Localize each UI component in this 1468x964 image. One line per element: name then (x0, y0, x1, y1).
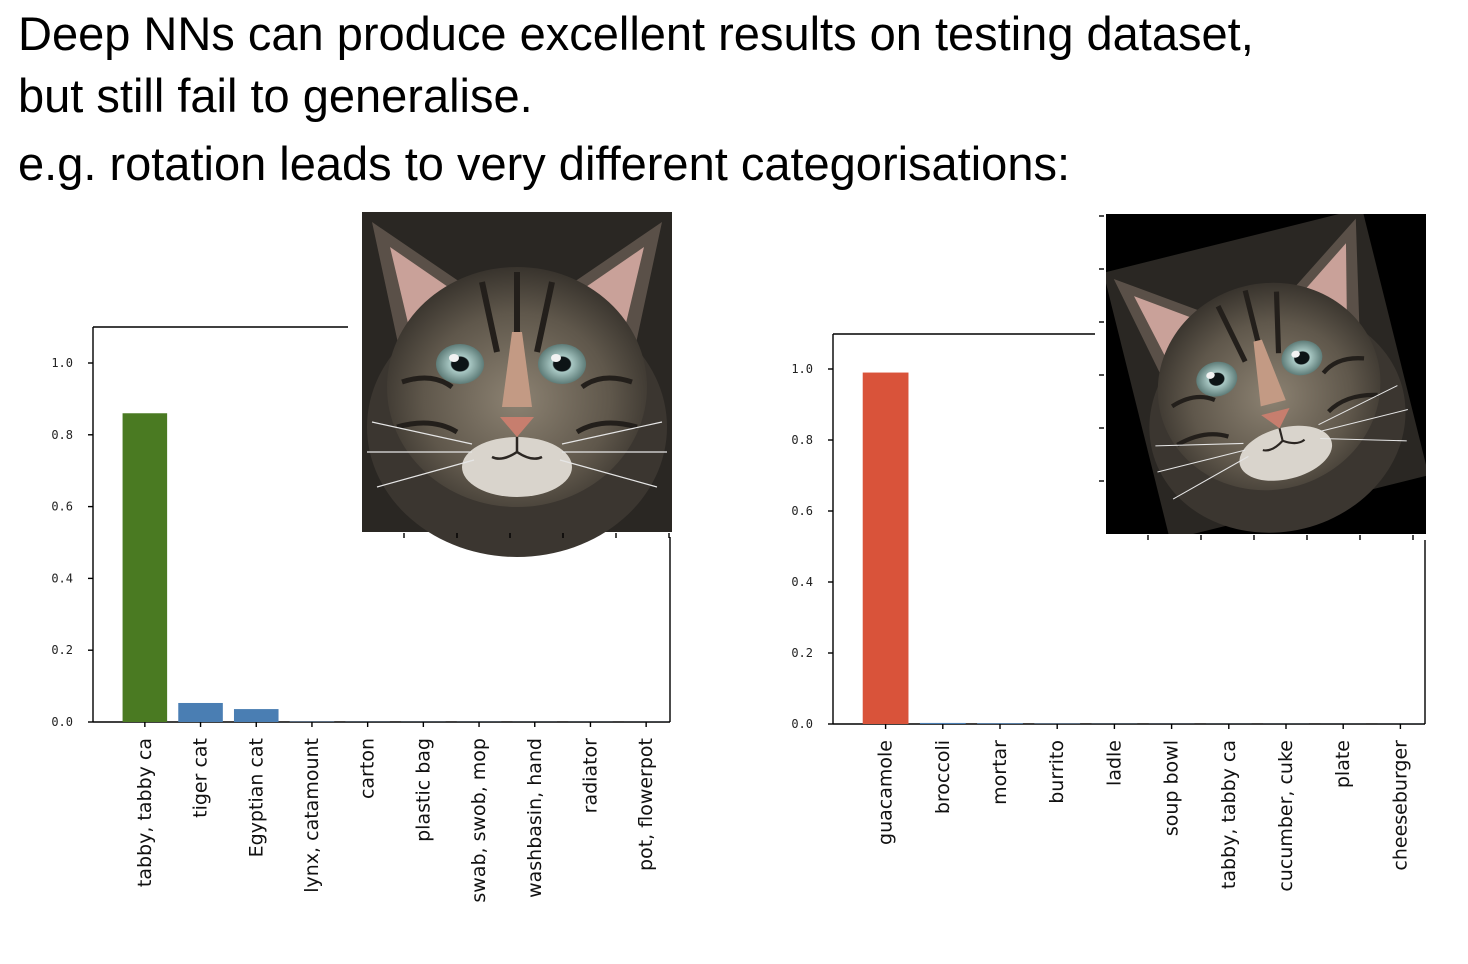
bar (178, 702, 223, 722)
x-tick-label: broccoli (932, 740, 954, 814)
y-tick-label: 0.8 (791, 433, 813, 447)
slide-line-3: e.g. rotation leads to very different ca… (18, 137, 1071, 190)
x-tick-label: soup bowl (1161, 740, 1183, 836)
x-tick-label: cheeseburger (1389, 740, 1411, 871)
y-tick-label: 0.4 (791, 575, 813, 589)
x-tick-label: washbasin, hand (524, 738, 546, 898)
x-tick-label: Egyptian cat (245, 738, 267, 857)
x-tick-label: tiger cat (190, 738, 212, 818)
slide-line-1: Deep NNs can produce excellent results o… (18, 7, 1254, 60)
x-tick-label: plate (1332, 740, 1354, 788)
x-tick-label: radiator (579, 738, 601, 814)
chart-left: 0.0 0.2 0.4 0.6 0.8 1.0 tabby, tabby ca tiger c… (51, 212, 672, 903)
y-tick-label: 0.2 (791, 646, 813, 660)
x-tick-label: ladle (1103, 740, 1125, 786)
y-tick-label: 0.4 (51, 571, 73, 585)
bar (122, 413, 168, 722)
x-tick-label: cucumber, cuke (1275, 740, 1297, 892)
y-tick-label: 0.0 (791, 717, 813, 731)
x-tick-label: tabby, tabby ca (134, 738, 156, 887)
slide-line-2: but still fail to generalise. (18, 69, 533, 122)
bar (233, 709, 279, 722)
x-tick-label: pot, flowerpot (635, 738, 657, 871)
y-tick-label: 0.8 (51, 428, 73, 442)
chart-right: 0.0 0.2 0.4 0.6 0.8 1.0 guacamole broccoli morta… (791, 214, 1426, 892)
x-tick-label: swab, swob, mop (468, 738, 490, 903)
bar (919, 722, 966, 724)
y-tick-label: 0.6 (791, 504, 813, 518)
y-tick-label: 1.0 (791, 362, 813, 376)
x-tick-label: carton (357, 738, 379, 799)
bar (862, 372, 909, 724)
rotated-cat-photo (1106, 214, 1426, 534)
y-tick-label: 1.0 (51, 356, 73, 370)
x-tick-label: plastic bag (412, 738, 434, 842)
x-tick-label: tabby, tabby ca (1218, 740, 1240, 889)
x-tick-label: mortar (989, 740, 1011, 805)
bar (977, 723, 1023, 724)
y-tick-label: 0.6 (51, 500, 73, 514)
cat-photo (362, 212, 672, 557)
x-tick-label: lynx, catamount (301, 738, 323, 893)
x-tick-label: guacamole (875, 740, 897, 845)
x-tick-label: burrito (1046, 740, 1068, 804)
y-tick-label: 0.2 (51, 643, 73, 657)
y-tick-label: 0.0 (51, 715, 73, 729)
